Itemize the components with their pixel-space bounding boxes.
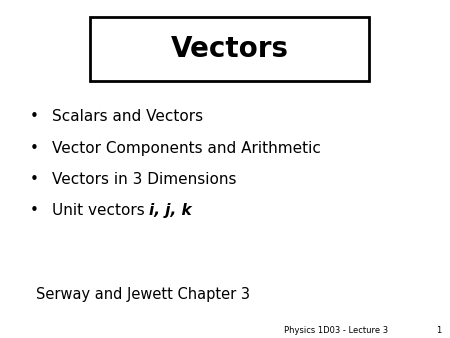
Text: •: • [29, 109, 38, 124]
Text: Physics 1D03 - Lecture 3: Physics 1D03 - Lecture 3 [284, 325, 387, 335]
Text: Unit vectors: Unit vectors [52, 203, 149, 218]
Text: i, j, k: i, j, k [149, 203, 192, 218]
Text: Vectors: Vectors [171, 35, 288, 63]
Text: Serway and Jewett Chapter 3: Serway and Jewett Chapter 3 [36, 287, 250, 301]
Text: •: • [29, 141, 38, 155]
Text: Vectors in 3 Dimensions: Vectors in 3 Dimensions [52, 172, 236, 187]
Text: •: • [29, 172, 38, 187]
Text: Scalars and Vectors: Scalars and Vectors [52, 109, 203, 124]
Text: 1: 1 [436, 325, 441, 335]
Text: Vector Components and Arithmetic: Vector Components and Arithmetic [52, 141, 320, 155]
Text: •: • [29, 203, 38, 218]
FancyBboxPatch shape [90, 17, 369, 81]
